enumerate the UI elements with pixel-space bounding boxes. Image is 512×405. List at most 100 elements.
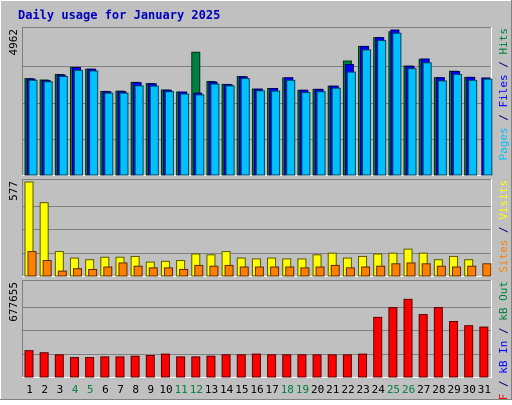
right-legend-1: Pages / Files / Hits: [497, 28, 510, 161]
bar-pages-day-23: [362, 49, 372, 176]
bar-kb-f-day-14: [221, 354, 231, 378]
bar-kb-f-day-6: [100, 356, 110, 378]
bar-sites-day-31: [482, 263, 492, 277]
bar-pages-day-1: [28, 79, 38, 176]
bar-pages-day-10: [164, 91, 174, 176]
legend-entry: Sites: [497, 240, 510, 273]
bar-pages-day-15: [240, 78, 250, 176]
bar-kb-f-day-28: [433, 307, 443, 378]
bar-kb-f-day-18: [282, 354, 292, 378]
bar-kb-f-day-19: [297, 354, 307, 378]
bar-pages-day-12: [195, 94, 205, 176]
bar-sites-day-10: [163, 267, 173, 277]
day-label-24: 24: [372, 383, 386, 396]
bar-pages-day-29: [453, 73, 463, 176]
chart-title: Daily usage for January 2025: [18, 8, 220, 22]
bar-sites-day-29: [452, 266, 462, 277]
legend-entry: /: [497, 55, 510, 75]
legend-entry: kB F: [497, 394, 510, 400]
day-label-29: 29: [447, 383, 460, 396]
bar-kb-f-day-22: [342, 354, 352, 378]
bar-sites-day-17: [270, 266, 280, 277]
legend-entry: kB Out: [497, 281, 510, 321]
bar-kb-f-day-17: [267, 354, 277, 378]
bar-sites-day-13: [209, 265, 219, 277]
day-label-18: 18: [281, 383, 294, 396]
bar-sites-day-18: [285, 266, 295, 277]
bar-sites-day-16: [254, 266, 264, 277]
bar-pages-day-3: [58, 76, 68, 176]
bar-pages-day-18: [286, 79, 296, 176]
bar-pages-day-16: [255, 90, 265, 176]
legend-entry: Files: [497, 74, 510, 107]
bar-sites-day-30: [467, 265, 477, 277]
day-label-23: 23: [357, 383, 370, 396]
bar-kb-f-day-24: [373, 316, 383, 378]
bar-kb-f-day-26: [403, 298, 413, 378]
bar-kb-f-day-16: [251, 353, 261, 378]
bar-pages-day-13: [210, 83, 220, 176]
day-label-11: 11: [175, 383, 188, 396]
right-legend-3: kB F / kB In / kB Out: [497, 281, 510, 400]
day-label-16: 16: [250, 383, 263, 396]
day-label-6: 6: [102, 383, 109, 396]
bar-pages-day-21: [331, 87, 341, 176]
bar-pages-day-7: [119, 92, 129, 176]
bar-pages-day-17: [271, 90, 281, 176]
day-label-30: 30: [463, 383, 476, 396]
day-label-28: 28: [432, 383, 445, 396]
day-label-31: 31: [478, 383, 491, 396]
bar-pages-day-30: [468, 79, 478, 176]
bar-kb-f-day-15: [236, 354, 246, 378]
bar-kb-f-day-31: [479, 326, 489, 378]
legend-entry: /: [497, 108, 510, 128]
bar-pages-day-28: [437, 80, 447, 176]
day-label-13: 13: [205, 383, 218, 396]
bar-pages-day-22: [346, 71, 356, 176]
legend-entry: /: [497, 220, 510, 240]
day-label-10: 10: [159, 383, 172, 396]
day-label-5: 5: [87, 383, 94, 396]
day-label-17: 17: [266, 383, 279, 396]
bar-sites-day-25: [391, 263, 401, 277]
day-label-27: 27: [417, 383, 430, 396]
bar-kb-f-day-7: [115, 356, 125, 378]
legend-entry: Hits: [497, 28, 510, 55]
day-label-15: 15: [235, 383, 248, 396]
bar-sites-day-21: [330, 264, 340, 277]
bar-sites-day-4: [72, 268, 82, 277]
bar-kb-f-day-1: [24, 350, 34, 378]
bar-pages-day-26: [407, 68, 417, 176]
bar-kb-f-day-23: [358, 353, 368, 378]
x-axis-day-labels: 1 2 3 4 5 6 7 8 9 10 11 12 13 14 15 16 17 18 19 20 21 22 23 24 2…: [26, 383, 491, 396]
bar-sites-day-3: [57, 270, 67, 277]
bar-sites-day-26: [406, 262, 416, 277]
bar-sites-day-8: [133, 265, 143, 277]
bar-sites-day-22: [345, 267, 355, 277]
bar-sites-day-12: [194, 264, 204, 277]
bar-pages-day-9: [149, 85, 159, 176]
bar-pages-day-19: [301, 92, 311, 176]
bar-pages-day-11: [180, 93, 190, 176]
panel-kbytes: 677655 kB F / kB In / kB Out: [7, 280, 510, 405]
bar-kb-f-day-12: [191, 356, 201, 378]
bar-kb-f-day-2: [39, 352, 49, 378]
panel-visits-sites: 577 Sites / Visits: [7, 179, 510, 277]
day-label-1: 1: [26, 383, 33, 396]
bar-kb-f-day-21: [327, 354, 337, 378]
bar-pages-day-14: [225, 85, 235, 176]
bar-sites-day-6: [103, 266, 113, 277]
bar-pages-day-24: [377, 40, 387, 176]
bar-kb-f-day-3: [54, 354, 64, 378]
day-label-8: 8: [132, 383, 139, 396]
bar-kb-f-day-8: [130, 355, 140, 378]
y-max-label: 4962: [7, 29, 20, 56]
day-label-25: 25: [387, 383, 400, 396]
bar-kb-f-day-25: [388, 307, 398, 378]
bar-sites-day-1: [27, 251, 37, 277]
bar-pages-day-27: [422, 62, 432, 176]
bar-kb-f-day-5: [85, 357, 95, 378]
legend-entry: /: [497, 374, 510, 394]
